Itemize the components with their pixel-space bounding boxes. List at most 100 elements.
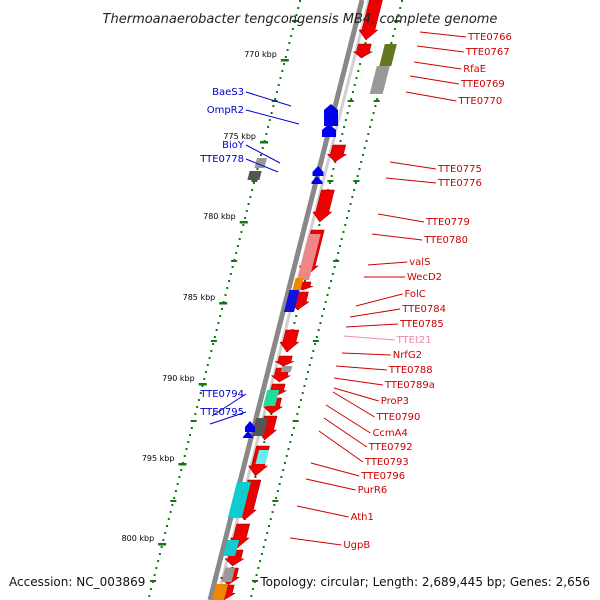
ring-dot — [330, 175, 333, 177]
ring-dot — [390, 42, 393, 44]
ring-dot — [275, 91, 278, 93]
gene-label-right: TTE0788 — [388, 365, 433, 376]
ring-dot — [281, 70, 284, 72]
ring-dot — [353, 189, 356, 191]
ring-dot — [328, 287, 331, 289]
cog-category-box — [283, 290, 300, 312]
scale-tick-mark — [198, 383, 207, 386]
leader-line — [209, 411, 247, 425]
genome-summary-text: Topology: circular; Length: 2,689,445 bp… — [259, 575, 590, 589]
minor-tick-mark — [333, 260, 340, 262]
minor-tick-mark — [272, 500, 279, 502]
ring-dot — [277, 84, 280, 86]
ring-dot — [348, 105, 351, 107]
ring-dot — [276, 490, 279, 492]
scale-tick-mark — [219, 302, 228, 305]
ring-dot — [249, 196, 252, 198]
ring-dot — [278, 483, 281, 485]
ring-dot — [259, 560, 262, 562]
gene-label-left: TTE0794 — [199, 389, 244, 400]
ring-dot — [261, 147, 264, 149]
leader-line — [416, 45, 464, 53]
ring-dot — [365, 140, 368, 142]
reverse-gene-arrow — [243, 431, 253, 438]
ring-dot — [275, 497, 278, 499]
ring-dot — [274, 98, 277, 100]
ring-dot — [359, 63, 362, 65]
ring-dot — [242, 224, 245, 226]
cog-category-box — [223, 540, 240, 556]
leader-line — [332, 391, 375, 418]
ring-dot — [307, 371, 310, 373]
scale-tick-label: 795 kbp — [142, 454, 175, 463]
ring-dot — [321, 315, 324, 317]
ring-dot — [244, 217, 247, 219]
ring-dot — [247, 203, 250, 205]
cog-category-box — [247, 171, 262, 180]
ring-dot — [279, 77, 282, 79]
ring-dot — [285, 455, 288, 457]
ring-dot — [351, 91, 354, 93]
gene-label-right: TTEt21 — [396, 335, 432, 346]
gene-label-right: TTE0776 — [437, 178, 482, 189]
ring-dot — [351, 196, 354, 198]
leader-line — [413, 61, 462, 70]
leader-line — [289, 537, 342, 546]
ring-dot — [315, 336, 318, 338]
minor-tick-mark — [373, 100, 380, 102]
reverse-gene-arrow — [245, 421, 255, 432]
gene-label-right: valS — [409, 257, 430, 268]
cog-category-box — [251, 418, 269, 436]
ring-dot — [357, 70, 360, 72]
gene-label-right: TTE0793 — [364, 457, 409, 468]
leader-line — [371, 233, 423, 241]
leader-line — [343, 335, 395, 341]
gene-features — [212, 0, 397, 600]
ring-dot — [344, 119, 347, 121]
ring-dot — [284, 56, 287, 58]
ring-dot — [374, 105, 377, 107]
ring-dot — [287, 448, 290, 450]
ring-dot — [245, 210, 248, 212]
gene-label-right: CcmA4 — [372, 428, 407, 439]
ring-dot — [299, 399, 302, 401]
ring-dot — [291, 28, 294, 30]
cog-category-box — [292, 278, 304, 290]
scale-tick-label: 780 kbp — [203, 212, 236, 221]
leader-line — [245, 91, 292, 107]
ring-dot — [349, 203, 352, 205]
ring-dot — [312, 350, 315, 352]
ring-dot — [180, 469, 183, 471]
ring-dot — [333, 266, 336, 268]
scale-tick-mark — [178, 463, 187, 466]
ring-dot — [353, 84, 356, 86]
ring-dot — [331, 273, 334, 275]
ring-dot — [314, 343, 317, 345]
ring-dot — [164, 532, 167, 534]
ring-dot — [167, 518, 170, 520]
ring-dot — [226, 287, 229, 289]
ring-dot — [185, 448, 188, 450]
forward-gene-arrow — [279, 329, 300, 353]
scale-tick-label: 785 kbp — [183, 293, 216, 302]
ring-dot — [178, 476, 181, 478]
ring-dot — [346, 112, 349, 114]
cog-category-box — [369, 66, 390, 94]
gene-label-right: UgpB — [343, 540, 370, 551]
ring-dot — [251, 189, 254, 191]
ring-dot — [298, 406, 301, 408]
gene-label-right: Ath1 — [351, 512, 374, 523]
ring-dot — [370, 119, 373, 121]
ring-dot — [288, 42, 291, 44]
ring-dot — [328, 182, 331, 184]
gene-label-left: BaeS3 — [212, 87, 244, 98]
leader-line — [335, 365, 387, 371]
scale-tick-label: 775 kbp — [223, 132, 256, 141]
leader-line — [296, 505, 349, 518]
cog-category-box — [263, 390, 280, 406]
ring-dot — [228, 280, 231, 282]
leader-line — [245, 144, 281, 164]
leader-line — [377, 213, 425, 223]
ring-dot — [210, 350, 213, 352]
ring-dot — [340, 238, 343, 240]
